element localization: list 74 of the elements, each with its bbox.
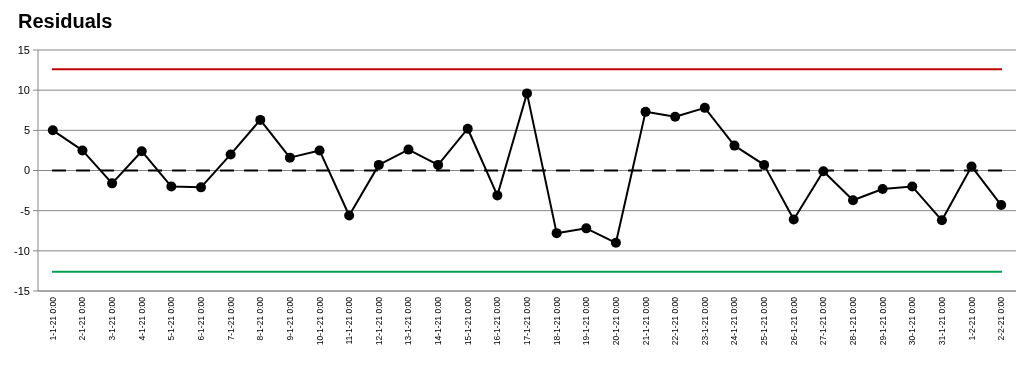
point (433, 159, 444, 170)
x-tick-label: 8-1-21 0:00 (255, 296, 266, 341)
point (47, 125, 58, 136)
point (729, 140, 740, 151)
x-tick-label: 23-1-21 0:00 (699, 296, 710, 346)
x-tick-label: 10-1-21 0:00 (314, 296, 325, 346)
point (373, 159, 384, 170)
x-tick-label: 17-1-21 0:00 (521, 296, 532, 346)
x-tick-label: 1-2-21 0:00 (966, 296, 977, 341)
point (581, 223, 592, 234)
x-tick-label: 11-1-21 0:00 (344, 296, 355, 345)
x-tick-label: 7-1-21 0:00 (225, 296, 236, 341)
point (848, 195, 858, 206)
y-tick-label: 15 (17, 43, 30, 56)
point (403, 144, 414, 155)
point (255, 114, 266, 125)
x-tick-label: 15-1-21 0:00 (462, 296, 473, 346)
point (344, 210, 355, 221)
x-tick-label: 28-1-21 0:00 (847, 296, 858, 346)
point (77, 145, 88, 156)
x-tick-label: 2-2-21 0:00 (996, 296, 1007, 341)
x-tick-label: 14-1-21 0:00 (433, 296, 444, 346)
point (284, 152, 295, 163)
x-tick-label: 30-1-21 0:00 (907, 296, 918, 346)
point (670, 111, 681, 122)
point (107, 178, 118, 189)
point (818, 166, 829, 177)
point (936, 215, 947, 226)
x-tick-label: 27-1-21 0:00 (818, 296, 829, 346)
point (136, 146, 147, 157)
point (551, 228, 562, 239)
y-tick-label: 5 (23, 124, 30, 137)
x-tick-label: 31-1-21 0:00 (936, 296, 947, 346)
point (314, 145, 325, 156)
x-tick-label: 1-1-21 0:00 (47, 296, 58, 341)
point (462, 123, 473, 134)
y-tick-label: -15 (14, 284, 30, 297)
point (610, 237, 621, 248)
point (492, 190, 503, 201)
x-tick-label: 6-1-21 0:00 (195, 296, 206, 341)
x-tick-label: 2-1-21 0:00 (77, 296, 88, 341)
point (759, 159, 770, 170)
point (522, 88, 532, 99)
x-tick-label: 18-1-21 0:00 (551, 296, 562, 346)
point (788, 214, 799, 225)
x-tick-label: 21-1-21 0:00 (640, 296, 651, 346)
y-tick-label: 10 (17, 84, 30, 97)
x-tick-label: 24-1-21 0:00 (729, 296, 740, 346)
y-tick-label: 0 (23, 164, 30, 177)
point (225, 149, 236, 160)
x-tick-label: 5-1-21 0:00 (166, 296, 177, 341)
chart-title: Residuals (18, 10, 113, 32)
point (877, 183, 888, 194)
x-tick-label: 26-1-21 0:00 (788, 296, 799, 346)
point (996, 200, 1007, 211)
x-tick-label: 22-1-21 0:00 (670, 296, 681, 346)
x-tick-label: 19-1-21 0:00 (581, 296, 592, 346)
x-tick-label: 4-1-21 0:00 (136, 296, 147, 341)
x-tick-label: 29-1-21 0:00 (877, 296, 888, 346)
point (907, 181, 918, 192)
point (699, 102, 710, 113)
x-tick-label: 3-1-21 0:00 (107, 296, 118, 341)
y-tick-label: -5 (20, 204, 30, 217)
x-tick-label: 13-1-21 0:00 (403, 296, 414, 346)
x-tick-label: 16-1-21 0:00 (492, 296, 503, 346)
point (966, 161, 977, 172)
x-tick-label: 25-1-21 0:00 (759, 296, 770, 346)
point (640, 106, 651, 117)
x-tick-label: 20-1-21 0:00 (610, 296, 621, 346)
x-tick-label: 12-1-21 0:00 (373, 296, 384, 346)
x-tick-label: 9-1-21 0:00 (284, 296, 295, 341)
y-tick-label: -10 (14, 244, 30, 257)
point (166, 181, 177, 192)
point (196, 182, 206, 193)
